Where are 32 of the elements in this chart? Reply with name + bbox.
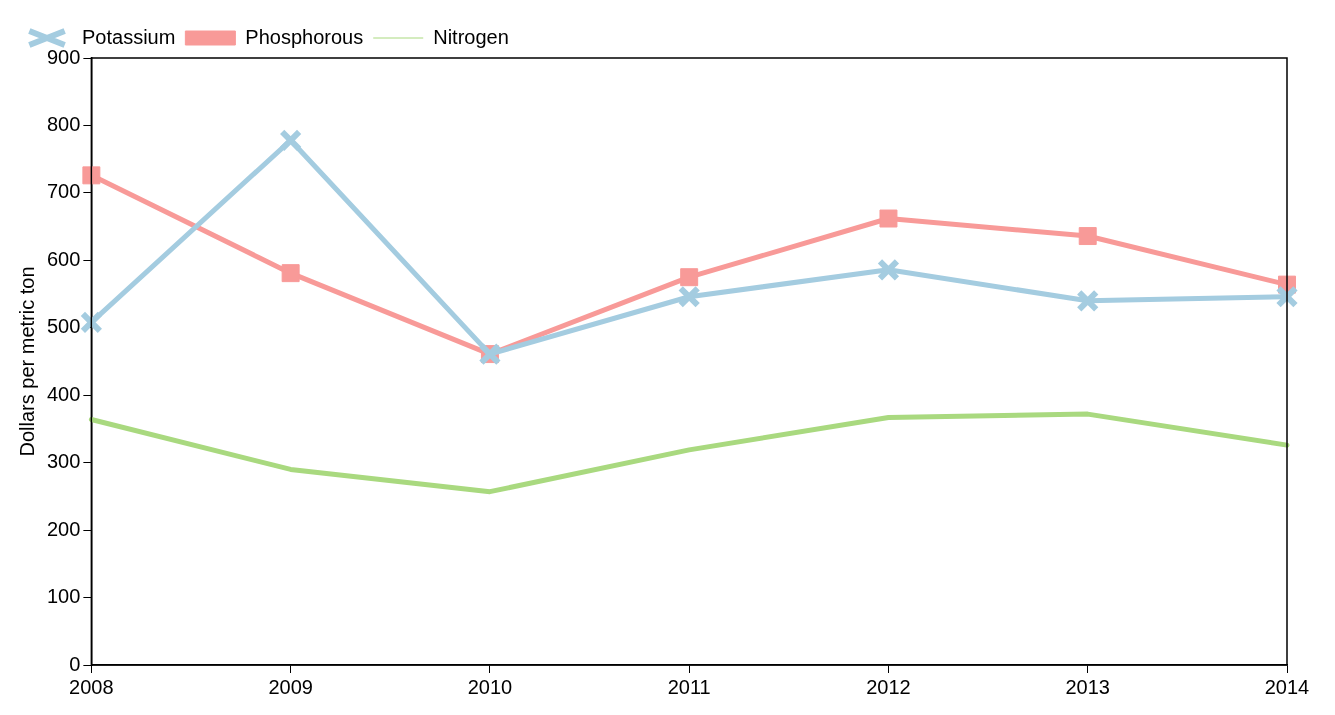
y-tick-label: 500	[46, 315, 81, 338]
point	[879, 209, 898, 228]
point	[82, 166, 101, 185]
x-tick-label: 2011	[667, 675, 711, 698]
x-tick-label: 2010	[467, 675, 513, 698]
y-tick-label: 700	[46, 180, 81, 203]
y-tick-label: 100	[46, 585, 81, 608]
point	[79, 310, 103, 334]
y-axis-title: Dollars per metric ton	[15, 266, 38, 457]
point	[1076, 289, 1100, 313]
x-tick-label: 2012	[866, 675, 911, 698]
point	[1078, 227, 1097, 246]
legend-label: Nitrogen	[433, 25, 509, 48]
x-tick-label: 2013	[1065, 675, 1110, 698]
point	[677, 285, 701, 309]
x-tick-label: 2009	[268, 675, 313, 698]
point	[281, 264, 300, 283]
legend-label: Phosphorous	[245, 25, 364, 48]
y-tick-label: 300	[46, 450, 81, 473]
y-tick-label: 400	[46, 382, 81, 405]
point	[1275, 285, 1299, 309]
y-tick-label: 0	[69, 652, 81, 675]
y-tick-label: 800	[46, 112, 81, 135]
point	[680, 268, 699, 287]
point	[876, 258, 900, 282]
point	[279, 128, 303, 152]
legend-label: Potassium	[82, 25, 176, 48]
y-tick-label: 200	[46, 517, 81, 540]
x-tick-label: 2008	[69, 675, 114, 698]
y-tick-label: 900	[46, 45, 81, 68]
x-tick-label: 2014	[1264, 675, 1310, 698]
y-tick-label: 600	[46, 247, 81, 270]
